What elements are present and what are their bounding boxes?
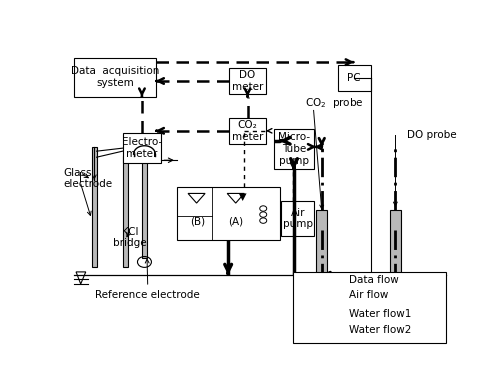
Text: Electro-
meter: Electro- meter [122,137,162,159]
Bar [229,118,266,143]
Text: KCl
bridge: KCl bridge [114,227,147,248]
Bar [293,272,446,343]
Bar [338,65,370,91]
Polygon shape [239,193,246,201]
Bar [390,210,401,276]
Text: Data flow: Data flow [349,276,399,285]
Text: CO₂
meter: CO₂ meter [232,120,263,142]
Text: (B): (B) [190,217,205,227]
Text: DO probe: DO probe [408,130,457,140]
Text: (A): (A) [228,217,244,227]
Text: DO
meter: DO meter [232,70,263,92]
Bar [92,147,96,267]
Bar [282,201,314,236]
Text: Water flow2: Water flow2 [349,325,412,335]
Text: PC: PC [348,73,361,83]
Text: Water flow1: Water flow1 [349,309,412,319]
Text: CO$_2$  probe: CO$_2$ probe [304,96,364,111]
Bar [316,210,327,276]
Bar [122,156,128,267]
Text: Air flow: Air flow [349,290,389,300]
Bar [122,133,162,163]
Bar [74,58,156,97]
Text: Micro-
Tube
pump: Micro- Tube pump [278,132,310,165]
Bar [229,68,266,94]
Bar [274,129,314,169]
Text: Data  acquisition
system: Data acquisition system [70,66,159,88]
Text: Reference electrode: Reference electrode [96,290,200,300]
Bar [177,187,280,240]
Bar [142,156,147,258]
Text: Glass
electrode: Glass electrode [64,167,112,189]
Text: Air
pump: Air pump [283,207,313,229]
